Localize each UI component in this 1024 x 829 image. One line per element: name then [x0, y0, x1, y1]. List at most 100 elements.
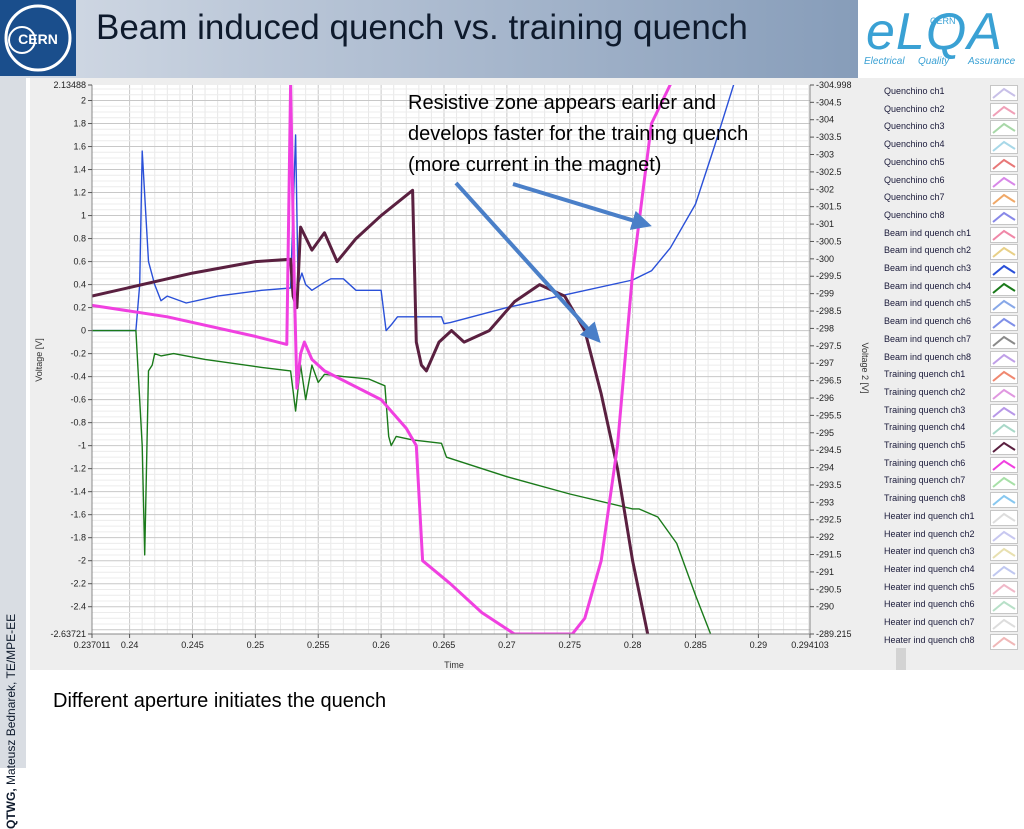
legend-item[interactable]: Heater ind quench ch7: [874, 615, 1024, 632]
y-tick-label: 1.2: [73, 188, 86, 198]
series-line-1: [92, 329, 712, 634]
legend-label: Heater ind quench ch6: [884, 599, 975, 610]
legend-swatch: [990, 332, 1018, 349]
y2-tick-label: -303.5: [816, 132, 842, 142]
legend-swatch: [990, 456, 1018, 473]
legend-label: Heater ind quench ch2: [884, 528, 975, 539]
y-tick-label: -2.2: [70, 579, 86, 589]
legend-swatch: [990, 598, 1018, 615]
legend-swatch: [990, 474, 1018, 491]
y2-tick-label: -302.5: [816, 167, 842, 177]
legend-item[interactable]: Quenchino ch8: [874, 208, 1024, 225]
legend-item[interactable]: Beam ind quench ch2: [874, 243, 1024, 261]
x-tick-label: 0.28: [624, 640, 642, 650]
legend-swatch: [990, 421, 1018, 438]
legend-item[interactable]: Beam ind quench ch8: [874, 350, 1024, 367]
annotation-line-2: develops faster for the training quench: [408, 123, 749, 145]
y-tick-label: -1: [78, 441, 86, 451]
legend-item[interactable]: Quenchino ch4: [874, 137, 1024, 155]
y-tick-label: 1: [81, 211, 86, 221]
x-tick-label: 0.26: [372, 640, 390, 650]
elqa-tagline-3: Assurance: [968, 56, 1016, 67]
y2-tick-label: -299.5: [816, 271, 842, 281]
legend-label: Quenchino ch7: [884, 192, 945, 203]
legend-item[interactable]: Heater ind quench ch6: [874, 597, 1024, 615]
legend-swatch: [990, 102, 1018, 119]
legend-label: Quenchino ch4: [884, 139, 945, 150]
legend-item[interactable]: Training quench ch7: [874, 473, 1024, 491]
legend-item[interactable]: Training quench ch3: [874, 403, 1024, 420]
elqa-logo: eLQA CERN Electrical Quality Assurance: [858, 0, 1024, 78]
quench-chart: 2.13488 2 1.8 1.6 1.4 1.2 1 0.8 0.6 0.4 0.2 0 -0.2 -0…: [34, 80, 870, 670]
y-tick-label: 0: [81, 326, 86, 336]
y-tick-label: 0.4: [73, 280, 86, 290]
legend-item[interactable]: Quenchino ch6: [874, 173, 1024, 190]
legend-swatch: [990, 120, 1018, 137]
x-tick-label: 0.285: [684, 640, 707, 650]
legend-item[interactable]: Training quench ch5: [874, 438, 1024, 455]
x-tick-label: 0.275: [558, 640, 581, 650]
y2-tick-label: -301: [816, 219, 834, 229]
legend-scrollbar[interactable]: [896, 648, 906, 670]
legend-item[interactable]: Beam ind quench ch5: [874, 296, 1024, 314]
legend-item[interactable]: Heater ind quench ch5: [874, 580, 1024, 597]
footer-author: QTWG, Mateusz Bednarek, TE/MPE-EE: [4, 469, 18, 829]
legend-label: Beam ind quench ch3: [884, 263, 972, 273]
y-tick-label: -2.63721: [50, 629, 86, 639]
legend-item[interactable]: Training quench ch1: [874, 367, 1024, 385]
legend-item[interactable]: Heater ind quench ch8: [874, 633, 1024, 650]
legend-item[interactable]: Training quench ch6: [874, 456, 1024, 473]
page-title: Beam induced quench vs. training quench: [96, 8, 748, 47]
y-axis-label: Voltage [V]: [34, 338, 44, 382]
legend-label: Training quench ch8: [884, 493, 966, 504]
legend-label: Heater ind quench ch8: [884, 634, 975, 645]
legend-label: Heater ind quench ch1: [884, 510, 975, 521]
y-tick-label: 0.6: [73, 257, 86, 267]
y-tick-label: -1.2: [70, 464, 86, 474]
legend-panel: Quenchino ch1 Quenchino ch2 Quenchino ch3 Q…: [872, 78, 1024, 670]
x-axis-label: Time: [444, 660, 464, 670]
y-tick-label: 2.13488: [53, 80, 86, 90]
legend-item[interactable]: Beam ind quench ch1: [874, 226, 1024, 243]
legend-item[interactable]: Quenchino ch2: [874, 102, 1024, 119]
series-line-3: [92, 85, 672, 634]
legend-label: Heater ind quench ch7: [884, 617, 975, 627]
legend-item[interactable]: Beam ind quench ch4: [874, 279, 1024, 296]
y-tick-label: -1.6: [70, 510, 86, 520]
legend-label: Heater ind quench ch3: [884, 546, 975, 557]
legend-swatch: [990, 191, 1018, 208]
y-tick-label: -1.8: [70, 533, 86, 543]
y2-tick-label: -302: [816, 184, 834, 194]
elqa-logo-text: eLQA: [866, 3, 1003, 61]
legend-swatch: [990, 616, 1018, 632]
x-tick-label: 0.237011: [74, 640, 111, 650]
legend-item[interactable]: Quenchino ch1: [874, 84, 1024, 101]
legend-item[interactable]: Quenchino ch5: [874, 155, 1024, 172]
legend-item[interactable]: Quenchino ch3: [874, 119, 1024, 137]
y2-tick-label: -304: [816, 115, 834, 125]
legend-swatch: [990, 527, 1018, 544]
legend-item[interactable]: Beam ind quench ch7: [874, 332, 1024, 349]
x-tick-label: 0.24: [121, 640, 139, 650]
legend-item[interactable]: Heater ind quench ch3: [874, 544, 1024, 562]
legend-swatch: [990, 385, 1018, 402]
legend-item[interactable]: Quenchino ch7: [874, 190, 1024, 208]
y-tick-label: -0.4: [70, 372, 86, 382]
legend-swatch: [990, 580, 1018, 597]
legend-item[interactable]: Training quench ch2: [874, 385, 1024, 402]
x-tick-label: 0.255: [307, 640, 330, 650]
y-tick-label: 2: [81, 96, 86, 106]
legend-label: Quenchino ch3: [884, 121, 945, 132]
legend-item[interactable]: Heater ind quench ch4: [874, 562, 1024, 579]
x-tick-label: 0.265: [433, 640, 456, 650]
legend-item[interactable]: Beam ind quench ch6: [874, 314, 1024, 332]
footer-name: Mateusz Bednarek, TE/MPE-EE: [4, 613, 18, 789]
legend-item[interactable]: Heater ind quench ch1: [874, 509, 1024, 526]
legend-item[interactable]: Heater ind quench ch2: [874, 527, 1024, 544]
y2-tick-label: -301.5: [816, 202, 842, 212]
legend-item[interactable]: Training quench ch8: [874, 491, 1024, 509]
left-sidebar: QTWG, Mateusz Bednarek, TE/MPE-EE: [0, 78, 26, 829]
legend-item[interactable]: Beam ind quench ch3: [874, 261, 1024, 278]
legend-label: Training quench ch4: [884, 422, 966, 433]
legend-item[interactable]: Training quench ch4: [874, 420, 1024, 438]
